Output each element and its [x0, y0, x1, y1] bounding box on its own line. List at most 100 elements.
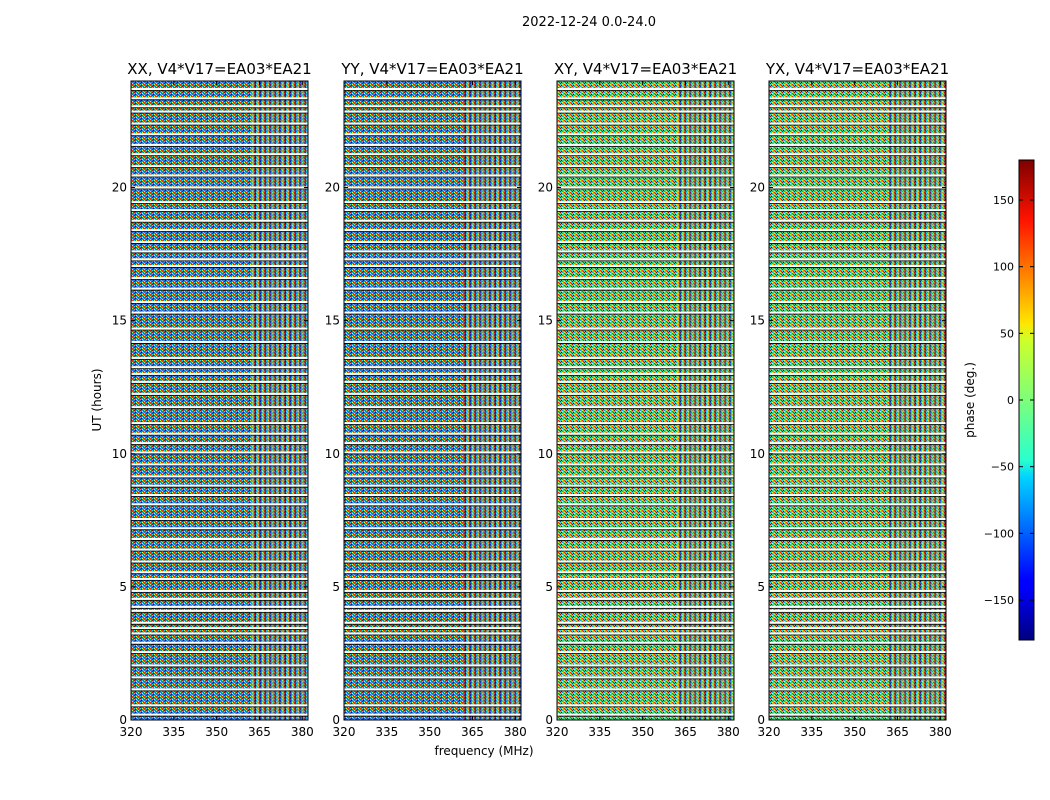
- flagged-row: [131, 219, 308, 222]
- flagged-row: [131, 651, 308, 654]
- colorbar-tick-label: 50: [1000, 327, 1014, 340]
- flagged-row: [344, 327, 521, 330]
- flagged-row: [131, 250, 308, 253]
- flagged-row: [131, 209, 308, 212]
- flagged-row: [557, 605, 734, 608]
- flagged-row: [344, 277, 521, 280]
- flagged-row: [769, 133, 946, 136]
- flagged-row: [131, 641, 308, 644]
- flagged-row: [131, 392, 308, 395]
- flagged-row: [344, 174, 521, 177]
- flagged-row: [769, 356, 946, 359]
- flagged-row: [557, 143, 734, 146]
- flagged-row: [344, 577, 521, 580]
- flagged-row: [557, 484, 734, 487]
- flagged-row: [344, 356, 521, 359]
- flagged-row: [769, 605, 946, 608]
- flagged-row: [769, 340, 946, 343]
- flagged-row: [557, 597, 734, 600]
- flagged-row: [131, 632, 308, 635]
- flagged-row: [769, 527, 946, 530]
- flagged-row: [344, 110, 521, 113]
- x-tick-label: 380: [504, 725, 527, 739]
- flagged-row: [131, 571, 308, 574]
- flagged-row: [769, 676, 946, 679]
- flagged-row: [344, 265, 521, 268]
- flagged-row: [344, 380, 521, 383]
- flagged-row: [344, 432, 521, 435]
- flagged-row: [344, 143, 521, 146]
- flagged-row: [344, 372, 521, 375]
- flagged-row: [769, 143, 946, 146]
- x-tick-label: 365: [248, 725, 271, 739]
- flagged-row: [131, 201, 308, 204]
- flagged-row: [131, 517, 308, 520]
- flagged-row: [557, 265, 734, 268]
- flagged-row: [557, 422, 734, 425]
- flagged-row: [131, 153, 308, 156]
- flagged-row: [557, 105, 734, 108]
- flagged-row: [344, 287, 521, 290]
- flagged-row: [344, 122, 521, 125]
- flagged-row: [344, 241, 521, 244]
- y-tick-label: 10: [112, 447, 127, 461]
- flagged-row: [557, 97, 734, 100]
- flagged-row: [557, 451, 734, 454]
- flagged-row: [344, 258, 521, 261]
- flagged-row: [131, 713, 308, 716]
- y-tick-label: 0: [332, 713, 340, 727]
- panel-title: XX, V4*V17=EA03*EA21: [127, 60, 311, 78]
- flagged-row: [769, 265, 946, 268]
- flagged-row: [557, 704, 734, 707]
- flagged-row: [131, 560, 308, 563]
- flagged-row: [131, 577, 308, 580]
- flagged-row: [344, 517, 521, 520]
- x-tick-label: 320: [546, 725, 569, 739]
- flagged-row: [769, 475, 946, 478]
- flagged-row: [769, 219, 946, 222]
- y-tick-label: 5: [332, 580, 340, 594]
- y-tick-label: 5: [757, 580, 765, 594]
- flagged-row: [131, 627, 308, 630]
- flagged-row: [769, 258, 946, 261]
- x-tick-label: 365: [461, 725, 484, 739]
- flagged-row: [769, 380, 946, 383]
- flagged-row: [557, 380, 734, 383]
- flagged-row: [344, 340, 521, 343]
- flagged-row: [557, 688, 734, 691]
- flagged-row: [557, 560, 734, 563]
- flagged-row: [769, 122, 946, 125]
- panel-4: YX, V4*V17=EA03*EA21 320 335 350 365 380 0 5 10 1…: [750, 60, 952, 739]
- flagged-row: [557, 133, 734, 136]
- flagged-row: [344, 475, 521, 478]
- y-axis-label: UT (hours): [90, 368, 104, 431]
- flagged-row: [769, 484, 946, 487]
- flagged-row: [131, 372, 308, 375]
- flagged-row: [769, 704, 946, 707]
- y-tick-label: 0: [757, 713, 765, 727]
- x-tick-label: 365: [886, 725, 909, 739]
- flagged-row: [769, 632, 946, 635]
- flagged-row: [344, 605, 521, 608]
- flagged-row: [131, 704, 308, 707]
- flagged-row: [131, 165, 308, 168]
- flagged-row: [344, 537, 521, 540]
- figure-suptitle: 2022-12-24 0.0-24.0: [522, 15, 656, 30]
- flagged-row: [131, 122, 308, 125]
- flagged-row: [131, 356, 308, 359]
- flagged-row: [769, 451, 946, 454]
- flagged-row: [131, 229, 308, 232]
- x-axis-label: frequency (MHz): [434, 744, 533, 758]
- flagged-row: [344, 300, 521, 303]
- flagged-row: [769, 517, 946, 520]
- y-tick-label: 10: [750, 447, 765, 461]
- x-tick-label: 335: [800, 725, 823, 739]
- flagged-row: [344, 311, 521, 314]
- flagged-row: [131, 110, 308, 113]
- flagged-row: [131, 475, 308, 478]
- flagged-row: [344, 571, 521, 574]
- x-tick-label: 380: [717, 725, 740, 739]
- flagged-row: [769, 713, 946, 716]
- x-tick-label: 350: [843, 725, 866, 739]
- flagged-row: [131, 527, 308, 530]
